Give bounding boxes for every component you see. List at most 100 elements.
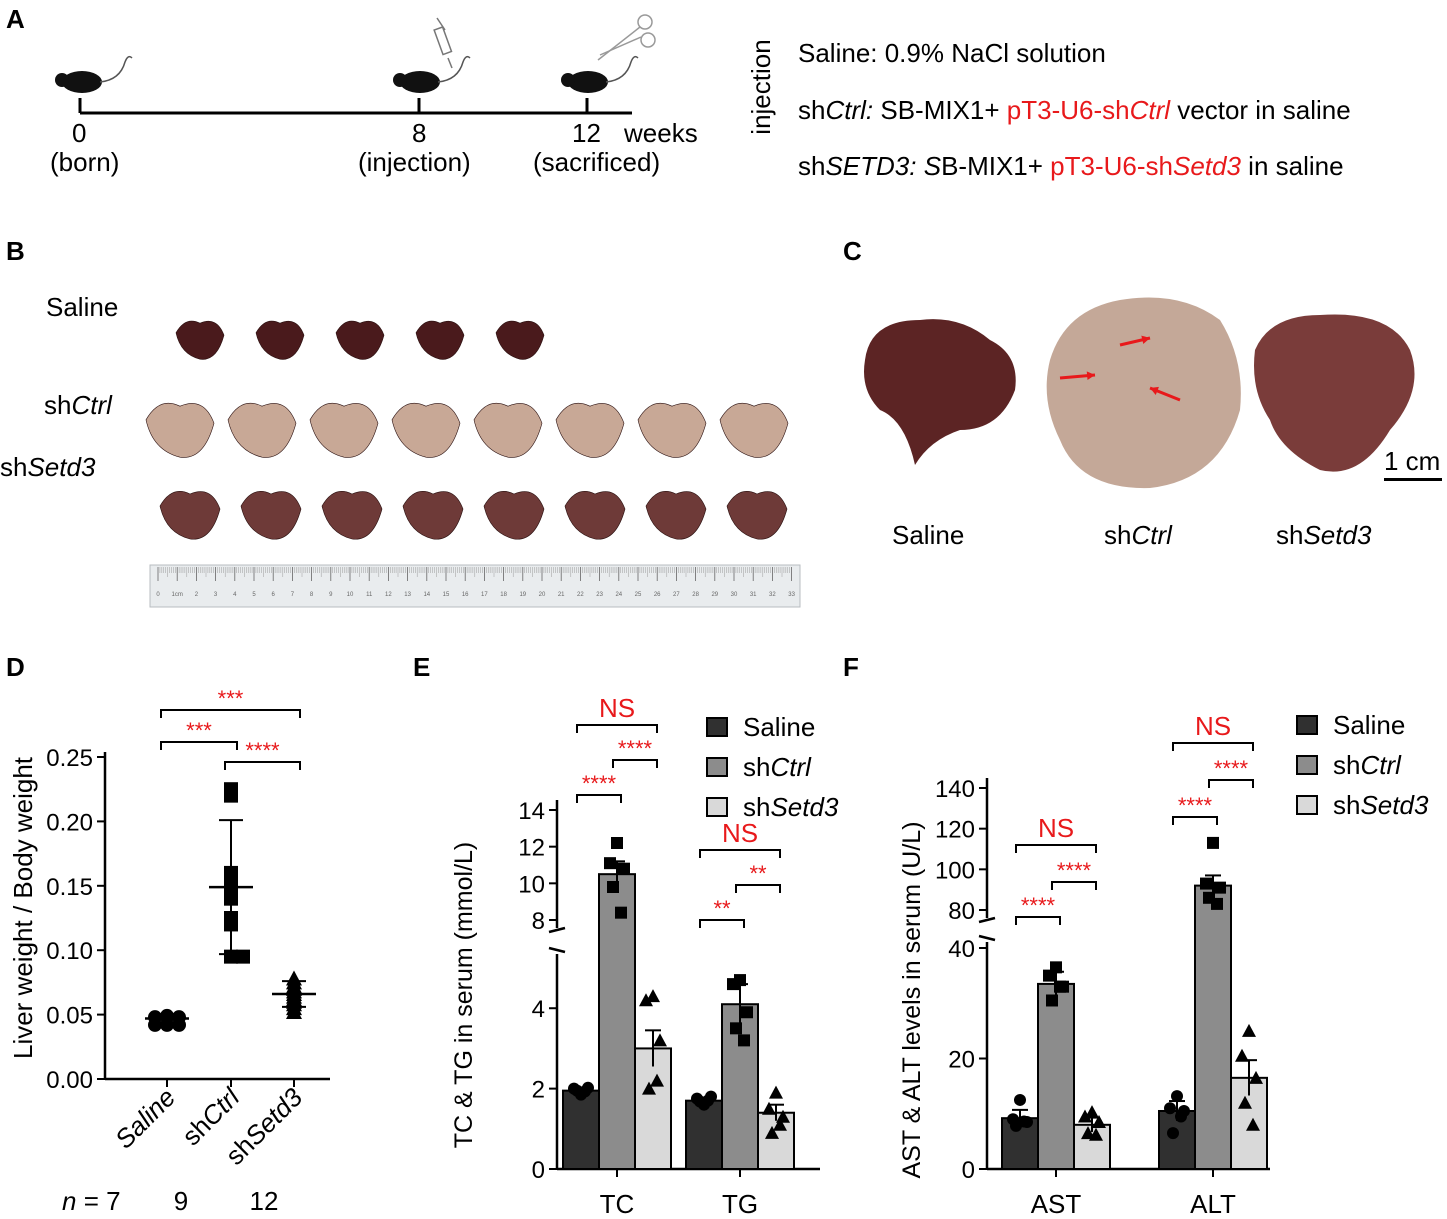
mouse-icon	[55, 55, 133, 93]
legend-red-italic: Ctrl	[1129, 95, 1171, 125]
data-point	[618, 862, 630, 875]
panel-label-a: A	[6, 4, 25, 34]
closeup-label-saline: Saline	[892, 520, 964, 551]
ruler-number: 4	[233, 592, 237, 598]
chart-ast-alt: 0 20 40 80 100 120 140 AST & ALT levels in seru…	[898, 710, 1429, 1219]
legend-text: in saline	[1240, 151, 1344, 181]
legend-label-prefix: sh	[743, 792, 770, 822]
significance-label: **	[713, 896, 731, 921]
legend-label: shSetd3	[1333, 790, 1429, 820]
data-point	[1235, 1048, 1249, 1062]
data-point	[702, 1094, 714, 1107]
y-tick-label: 10	[518, 871, 545, 898]
timeline-unit: weeks	[624, 118, 698, 148]
bar	[634, 1047, 672, 1170]
legend-label-prefix: Saline	[743, 712, 815, 742]
y-tick-label: 0	[532, 1157, 545, 1184]
y-tick-label: 0.00	[46, 1067, 93, 1094]
row-label-italic: Setd3	[27, 452, 96, 482]
data-point	[607, 881, 619, 893]
ruler-number: 13	[404, 592, 411, 598]
legend-label-prefix: sh	[1333, 750, 1360, 780]
legend-text: B-MIX1+	[941, 151, 1051, 181]
legend-text: SB-MIX1+	[873, 95, 1007, 125]
significance-bracket	[735, 884, 781, 893]
data-point	[224, 788, 238, 803]
significance-bracket	[160, 709, 301, 718]
ruler-number: 19	[519, 592, 526, 598]
legend-line-saline: Saline: 0.9% NaCl solution	[798, 38, 1106, 69]
closeup-label-text: sh	[1104, 520, 1132, 550]
liver-sample	[175, 320, 225, 360]
significance-bracket	[699, 849, 781, 858]
ruler-number: 25	[635, 592, 642, 598]
ruler	[149, 564, 801, 608]
y-tick-label: 100	[935, 857, 975, 884]
liver-sample	[719, 402, 789, 458]
data-point	[1085, 1105, 1099, 1119]
chart-liver-ratio: 0.00 0.05 0.10 0.15 0.20 0.25 Liver weight / B…	[8, 686, 330, 1216]
significance-label: NS	[599, 693, 635, 723]
x-category-label: ALT	[1190, 1189, 1236, 1219]
data-point	[1200, 877, 1212, 890]
ruler-number: 27	[673, 592, 680, 598]
significance-bracket	[1051, 881, 1097, 890]
ruler-number: 12	[385, 592, 392, 598]
legend-red: pT3-U6-sh	[1006, 95, 1130, 125]
ruler-number: 20	[539, 592, 546, 598]
data-point	[646, 989, 660, 1003]
liver-closeup-photo	[864, 297, 1415, 489]
significance-bracket	[699, 919, 745, 928]
liver-sample	[637, 402, 707, 458]
data-point	[765, 1125, 779, 1139]
mouse-icon	[393, 55, 471, 93]
data-point	[1211, 897, 1223, 910]
data-point	[1167, 1127, 1179, 1140]
legend-swatch	[1296, 715, 1318, 735]
significance-bracket	[1015, 844, 1097, 853]
y-tick-label: 12	[518, 835, 545, 862]
y-tick-label: 0	[962, 1157, 975, 1184]
significance-label: ****	[1178, 793, 1213, 818]
legend-swatch	[1296, 795, 1318, 815]
data-point	[738, 1034, 750, 1047]
ruler-number: 29	[711, 592, 718, 598]
ruler-number: 30	[731, 592, 738, 598]
significance-label: **	[749, 861, 767, 886]
data-point	[762, 1101, 776, 1115]
data-point	[579, 1085, 591, 1098]
data-point	[727, 978, 739, 991]
significance-bracket	[1015, 916, 1061, 925]
ruler-number: 16	[462, 592, 469, 598]
y-tick-label: 40	[948, 936, 975, 963]
ruler-number: 32	[769, 592, 776, 598]
legend-label-prefix: sh	[743, 752, 770, 782]
liver-sample	[555, 402, 625, 458]
significance-label: NS	[1038, 813, 1074, 843]
y-tick-label: 80	[948, 898, 975, 925]
bar	[685, 1099, 723, 1170]
data-point	[769, 1085, 783, 1099]
panel-label-f: F	[843, 652, 859, 682]
closeup-label-italic: Ctrl	[1131, 520, 1172, 550]
significance-label: ****	[1057, 858, 1092, 883]
ruler-number: 24	[615, 592, 622, 598]
ruler-number: 31	[750, 592, 757, 598]
significance-label: ***	[218, 686, 244, 711]
injection-side-label: injection	[746, 39, 776, 135]
legend-swatch	[1296, 755, 1318, 775]
ruler-number: 28	[692, 592, 699, 598]
x-category-italic: Setd3	[239, 1082, 309, 1152]
legend-label: Saline	[743, 712, 815, 742]
y-tick-label: 20	[948, 1047, 975, 1074]
mouse-icon	[561, 55, 639, 93]
n-value: 12	[250, 1186, 279, 1216]
legend-red: pT3-U6-sh	[1050, 151, 1173, 181]
legend-line-shsetd3: shSETD3: SB-MIX1+ pT3-U6-shSetd3 in sali…	[798, 151, 1344, 182]
row-label-text: sh	[44, 390, 72, 420]
y-tick-label: 0.05	[46, 1003, 93, 1030]
scale-bar	[1384, 478, 1442, 481]
significance-bracket	[224, 761, 301, 770]
significance-bracket	[612, 759, 658, 768]
y-tick-label: 0.20	[46, 809, 93, 836]
